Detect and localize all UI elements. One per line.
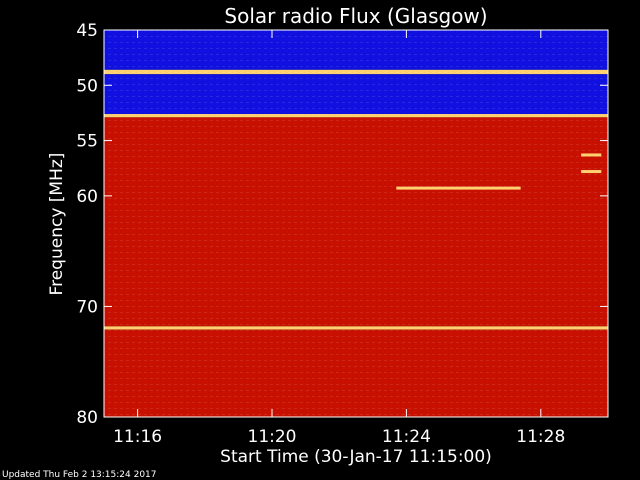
plot-frame (103, 29, 609, 418)
x-tick-label-2: 11:24 (382, 427, 431, 447)
updated-timestamp: Updated Thu Feb 2 13:15:24 2017 (2, 470, 157, 480)
plot-area (103, 29, 609, 418)
y-tick-label-80: 80 (76, 408, 98, 428)
chart-title: Solar radio Flux (Glasgow) (224, 4, 487, 28)
y-tick-label-45: 45 (76, 21, 98, 41)
y-tick-label-60: 60 (76, 187, 98, 207)
y-axis-label: Frequency [MHz] (47, 153, 67, 296)
texture-overlay (104, 30, 608, 417)
x-tick-label-0: 11:16 (113, 427, 162, 447)
y-tick-label-70: 70 (76, 297, 98, 317)
y-tick-label-55: 55 (76, 132, 98, 152)
y-axis: 45 50 55 60 70 80 (76, 21, 608, 428)
x-tick-label-3: 11:28 (516, 427, 565, 447)
x-tick-label-1: 11:20 (248, 427, 297, 447)
y-tick-label-50: 50 (76, 76, 98, 96)
x-axis-label: Start Time (30-Jan-17 11:15:00) (220, 447, 492, 467)
x-axis: 11:16 11:20 11:24 11:28 (113, 30, 565, 447)
